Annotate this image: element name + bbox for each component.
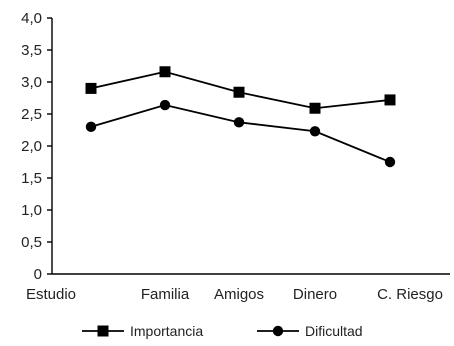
x-tick-label: Dinero <box>293 286 337 303</box>
x-tick-label: Estudio <box>26 286 76 303</box>
y-tick-label: 4,0 <box>21 10 42 27</box>
legend: Importancia Dificultad <box>82 323 363 339</box>
legend-label: Importancia <box>130 323 203 339</box>
x-tick-label: C. Riesgo <box>377 286 443 303</box>
data-point-square <box>233 86 245 98</box>
data-point-circle <box>384 156 396 168</box>
y-tick-label: 1,5 <box>21 170 42 187</box>
series-importancia <box>85 66 396 114</box>
legend-item: Dificultad <box>257 323 363 339</box>
y-tick-label: 3,5 <box>21 42 42 59</box>
data-point-circle <box>233 117 245 128</box>
data-point-circle <box>159 99 171 111</box>
data-point-square <box>309 102 321 114</box>
y-tick-label: 2,5 <box>21 106 42 123</box>
x-tick-label: Amigos <box>214 286 264 303</box>
axes <box>51 18 450 275</box>
y-tick-label: 0,5 <box>21 234 42 251</box>
series-line <box>90 104 391 163</box>
legend-item: Importancia <box>82 323 203 339</box>
y-tick-label: 2,0 <box>21 138 42 155</box>
series-group <box>85 66 396 168</box>
y-tick-label: 1,0 <box>21 202 42 219</box>
x-tick-label: Familia <box>141 286 190 303</box>
data-point-circle <box>309 126 321 137</box>
series-dificultad <box>85 99 396 168</box>
y-axis-ticks: 0 0,5 1,0 1,5 2,0 2,5 3,0 3,5 4,0 <box>21 10 52 283</box>
y-tick-label: 0 <box>34 266 42 283</box>
data-point-circle <box>85 121 97 132</box>
x-axis-ticks: Estudio Familia Amigos Dinero C. Riesgo <box>26 286 443 303</box>
y-tick-label: 3,0 <box>21 74 42 91</box>
legend-circle-marker <box>272 325 284 337</box>
data-point-square <box>85 82 97 94</box>
data-point-square <box>159 66 171 78</box>
legend-label: Dificultad <box>305 323 363 339</box>
data-point-square <box>384 94 396 106</box>
legend-square-marker <box>97 325 109 337</box>
